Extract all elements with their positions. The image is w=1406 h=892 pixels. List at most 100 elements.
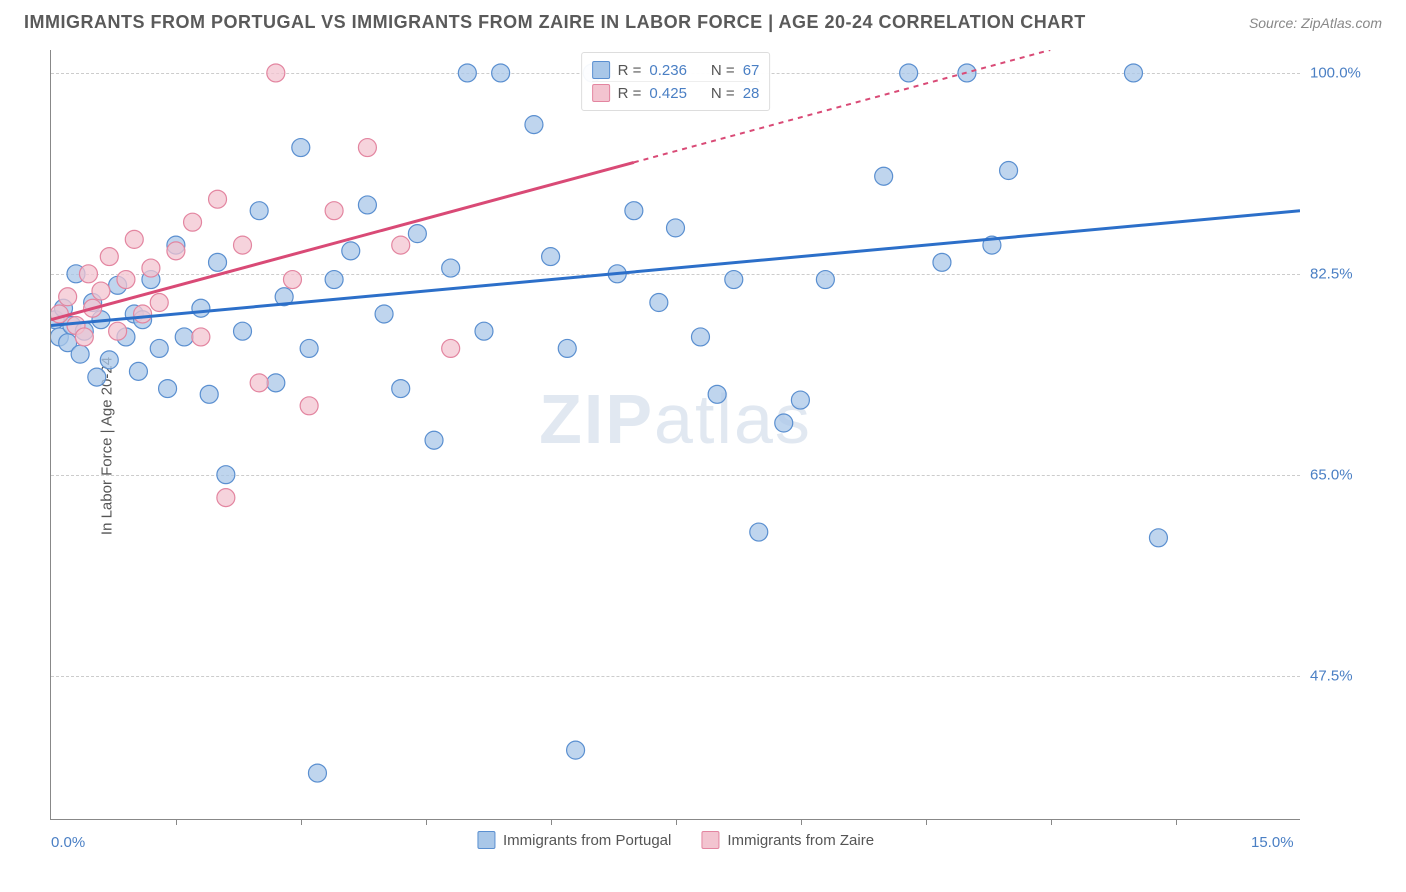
r-label: R = <box>618 85 642 102</box>
r-label: R = <box>618 62 642 79</box>
data-point <box>217 466 235 484</box>
data-point <box>267 64 285 82</box>
data-point <box>300 339 318 357</box>
data-point <box>375 305 393 323</box>
y-tick-label: 65.0% <box>1310 467 1380 484</box>
data-point <box>900 64 918 82</box>
source-label: Source: ZipAtlas.com <box>1249 15 1382 31</box>
swatch-zaire <box>592 84 610 102</box>
stats-row-zaire: R = 0.425 N = 28 <box>592 81 760 104</box>
title-bar: IMMIGRANTS FROM PORTUGAL VS IMMIGRANTS F… <box>24 12 1382 33</box>
data-point <box>109 322 127 340</box>
data-point <box>283 271 301 289</box>
data-point <box>250 202 268 220</box>
data-point <box>92 282 110 300</box>
data-point <box>958 64 976 82</box>
data-point <box>425 431 443 449</box>
r-value: 0.425 <box>649 85 687 102</box>
series-legend: Immigrants from Portugal Immigrants from… <box>477 831 874 849</box>
data-point <box>325 271 343 289</box>
x-tick-mark <box>1176 819 1177 825</box>
data-point <box>442 339 460 357</box>
data-point <box>933 253 951 271</box>
data-point <box>234 236 252 254</box>
stats-row-portugal: R = 0.236 N = 67 <box>592 59 760 81</box>
x-tick-mark <box>676 819 677 825</box>
data-point <box>342 242 360 260</box>
data-point <box>392 236 410 254</box>
data-point <box>150 339 168 357</box>
n-label: N = <box>711 62 735 79</box>
data-point <box>79 265 97 283</box>
data-point <box>59 288 77 306</box>
data-point <box>667 219 685 237</box>
data-point <box>442 259 460 277</box>
data-point <box>292 139 310 157</box>
data-point <box>358 196 376 214</box>
data-point <box>816 271 834 289</box>
data-point <box>75 328 93 346</box>
data-point <box>1149 529 1167 547</box>
n-value: 67 <box>743 62 760 79</box>
legend-item-zaire: Immigrants from Zaire <box>701 831 874 849</box>
data-point <box>159 380 177 398</box>
data-point <box>408 225 426 243</box>
data-point <box>775 414 793 432</box>
data-point <box>100 248 118 266</box>
y-tick-label: 82.5% <box>1310 266 1380 283</box>
data-point <box>184 213 202 231</box>
x-tick-mark <box>801 819 802 825</box>
x-tick-label: 15.0% <box>1251 834 1294 851</box>
data-point <box>100 351 118 369</box>
y-tick-label: 100.0% <box>1310 64 1380 81</box>
data-point <box>1124 64 1142 82</box>
x-tick-label: 0.0% <box>51 834 85 851</box>
data-point <box>325 202 343 220</box>
data-point <box>725 271 743 289</box>
legend-label: Immigrants from Portugal <box>503 832 671 849</box>
data-point <box>708 385 726 403</box>
data-point <box>192 328 210 346</box>
data-point <box>525 116 543 134</box>
data-point <box>167 242 185 260</box>
legend-item-portugal: Immigrants from Portugal <box>477 831 671 849</box>
r-value: 0.236 <box>649 62 687 79</box>
data-point <box>175 328 193 346</box>
data-point <box>691 328 709 346</box>
data-point <box>791 391 809 409</box>
data-point <box>875 167 893 185</box>
data-point <box>300 397 318 415</box>
data-point <box>192 299 210 317</box>
data-point <box>200 385 218 403</box>
data-point <box>542 248 560 266</box>
data-point <box>150 294 168 312</box>
data-point <box>129 362 147 380</box>
x-tick-mark <box>551 819 552 825</box>
swatch-portugal <box>592 61 610 79</box>
data-point <box>142 259 160 277</box>
legend-label: Immigrants from Zaire <box>727 832 874 849</box>
y-tick-label: 47.5% <box>1310 668 1380 685</box>
data-point <box>250 374 268 392</box>
n-label: N = <box>711 85 735 102</box>
data-point <box>625 202 643 220</box>
data-point <box>650 294 668 312</box>
data-point <box>1000 162 1018 180</box>
data-point <box>267 374 285 392</box>
data-point <box>358 139 376 157</box>
x-tick-mark <box>426 819 427 825</box>
data-point <box>117 271 135 289</box>
data-point <box>209 190 227 208</box>
data-point <box>492 64 510 82</box>
swatch-zaire <box>701 831 719 849</box>
data-point <box>567 741 585 759</box>
data-point <box>217 489 235 507</box>
data-point <box>209 253 227 271</box>
chart-title: IMMIGRANTS FROM PORTUGAL VS IMMIGRANTS F… <box>24 12 1086 33</box>
data-point <box>88 368 106 386</box>
data-point <box>134 305 152 323</box>
data-point <box>750 523 768 541</box>
plot-area: ZIPatlas R = 0.236 N = 67 R = 0.425 N = … <box>50 50 1300 820</box>
x-tick-mark <box>926 819 927 825</box>
data-point <box>234 322 252 340</box>
